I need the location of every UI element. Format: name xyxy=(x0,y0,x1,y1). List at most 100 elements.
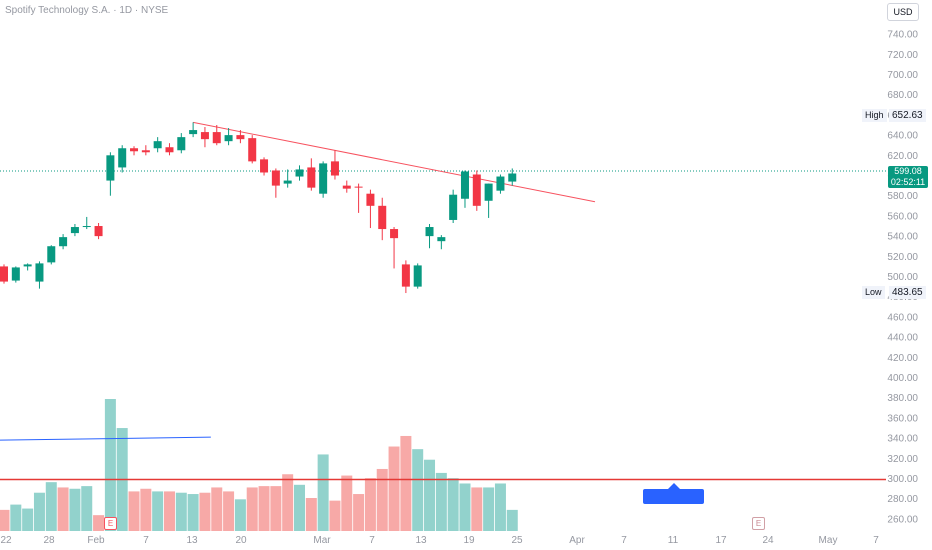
x-tick-label: 17 xyxy=(715,535,727,546)
x-tick-label: 7 xyxy=(621,535,627,546)
y-tick-label: 620.00 xyxy=(887,151,918,162)
countdown-value: 02:52:11 xyxy=(890,177,926,187)
candle-body xyxy=(496,176,505,191)
x-tick-label: Mar xyxy=(313,535,331,546)
x-tick-label: 13 xyxy=(186,535,198,546)
x-tick-label: Feb xyxy=(87,535,105,546)
candle-body xyxy=(248,138,257,162)
y-tick-label: 520.00 xyxy=(887,252,918,263)
candle-body xyxy=(23,264,32,267)
volume-bar xyxy=(341,475,353,531)
volume-bar xyxy=(412,449,424,531)
volume-bar xyxy=(258,486,270,531)
earnings-badge-upcoming[interactable]: E xyxy=(752,517,765,530)
candle-body xyxy=(425,227,434,237)
candle-body xyxy=(165,147,174,153)
volume-bar xyxy=(69,488,81,531)
y-tick-label: 640.00 xyxy=(887,131,918,142)
volume-bar xyxy=(128,491,140,531)
volume-bar xyxy=(81,486,93,531)
y-tick-label: 720.00 xyxy=(887,50,918,61)
candle-body xyxy=(413,265,422,287)
candle-body xyxy=(271,170,280,186)
volume-bar xyxy=(175,492,187,531)
symbol-legend[interactable]: Spotify Technology S.A. · 1D · NYSE xyxy=(5,5,169,16)
x-tick-label: 11 xyxy=(668,535,679,546)
x-tick-label: 24 xyxy=(762,535,774,546)
currency-button[interactable]: USD xyxy=(887,3,919,21)
candle-body xyxy=(11,267,20,281)
candle-body xyxy=(224,135,233,142)
candle-body xyxy=(354,186,363,188)
candle-body xyxy=(94,226,103,237)
candle-body xyxy=(70,227,79,234)
earnings-badge-past[interactable]: E xyxy=(104,517,117,530)
volume-bar xyxy=(400,435,412,531)
y-tick-label: 540.00 xyxy=(887,232,918,243)
candle-body xyxy=(200,132,209,140)
candle-body xyxy=(390,229,399,239)
x-tick-label: 7 xyxy=(143,535,149,546)
volume-bar xyxy=(317,454,329,531)
high-label: High xyxy=(862,109,887,122)
x-axis-ticks: 22 28 Feb 7 13 20 Mar 7 13 19 25 Apr 7 11 17 24 May 7 xyxy=(0,535,879,546)
low-label: Low xyxy=(862,286,885,299)
candle-body xyxy=(342,185,351,189)
x-tick-label: 28 xyxy=(43,535,55,546)
y-tick-label: 400.00 xyxy=(887,373,918,384)
candle-body xyxy=(283,180,292,184)
y-tick-label: 300.00 xyxy=(887,474,918,485)
candle-body xyxy=(437,237,446,242)
volume-bar xyxy=(282,474,294,531)
volume-bar xyxy=(424,459,436,531)
volume-bar xyxy=(33,492,45,531)
volume-bar xyxy=(10,504,22,531)
volume-ma-line xyxy=(0,436,211,441)
volume-bar xyxy=(294,484,305,531)
x-tick-label: 13 xyxy=(415,535,427,546)
volume-bar xyxy=(447,478,459,531)
y-tick-label: 500.00 xyxy=(887,272,918,283)
x-tick-label: 20 xyxy=(235,535,247,546)
x-tick-label: Apr xyxy=(569,535,585,546)
candle-body xyxy=(236,135,245,140)
volume-bar xyxy=(163,491,175,531)
y-tick-label: 420.00 xyxy=(887,353,918,364)
volume-bar xyxy=(211,487,223,531)
x-tick-label: 19 xyxy=(463,535,475,546)
candle-body xyxy=(295,169,304,177)
volume-bar xyxy=(152,491,164,531)
trendline[interactable] xyxy=(193,121,596,203)
candle-body xyxy=(118,148,127,168)
candle-body xyxy=(35,263,44,282)
x-tick-label: 25 xyxy=(511,535,523,546)
alert-marker[interactable] xyxy=(643,489,704,504)
candle-body xyxy=(378,205,387,230)
volume-bar xyxy=(93,515,105,531)
candle-body xyxy=(0,266,8,282)
volume-bar xyxy=(22,508,34,531)
y-tick-label: 560.00 xyxy=(887,211,918,222)
candle-body xyxy=(449,194,458,220)
volume-bar xyxy=(270,486,282,531)
volume-bar xyxy=(353,494,365,531)
y-tick-label: 700.00 xyxy=(887,70,918,81)
y-tick-label: 360.00 xyxy=(887,413,918,424)
candle-body xyxy=(153,141,162,149)
volume-bar xyxy=(45,482,57,531)
candle-body xyxy=(82,226,91,228)
candle-body xyxy=(319,163,328,194)
low-value: 483.65 xyxy=(889,286,926,299)
high-value: 652.63 xyxy=(889,109,926,122)
volume-bar xyxy=(388,446,400,531)
candles xyxy=(0,122,517,294)
y-tick-label: 440.00 xyxy=(887,333,918,344)
candle-body xyxy=(401,264,410,287)
volume-bar xyxy=(187,494,199,531)
volume-bar xyxy=(234,499,246,531)
candle-body xyxy=(106,155,115,181)
candle-body xyxy=(366,193,375,206)
volume-bar xyxy=(57,487,69,531)
volume-bar xyxy=(435,472,447,531)
